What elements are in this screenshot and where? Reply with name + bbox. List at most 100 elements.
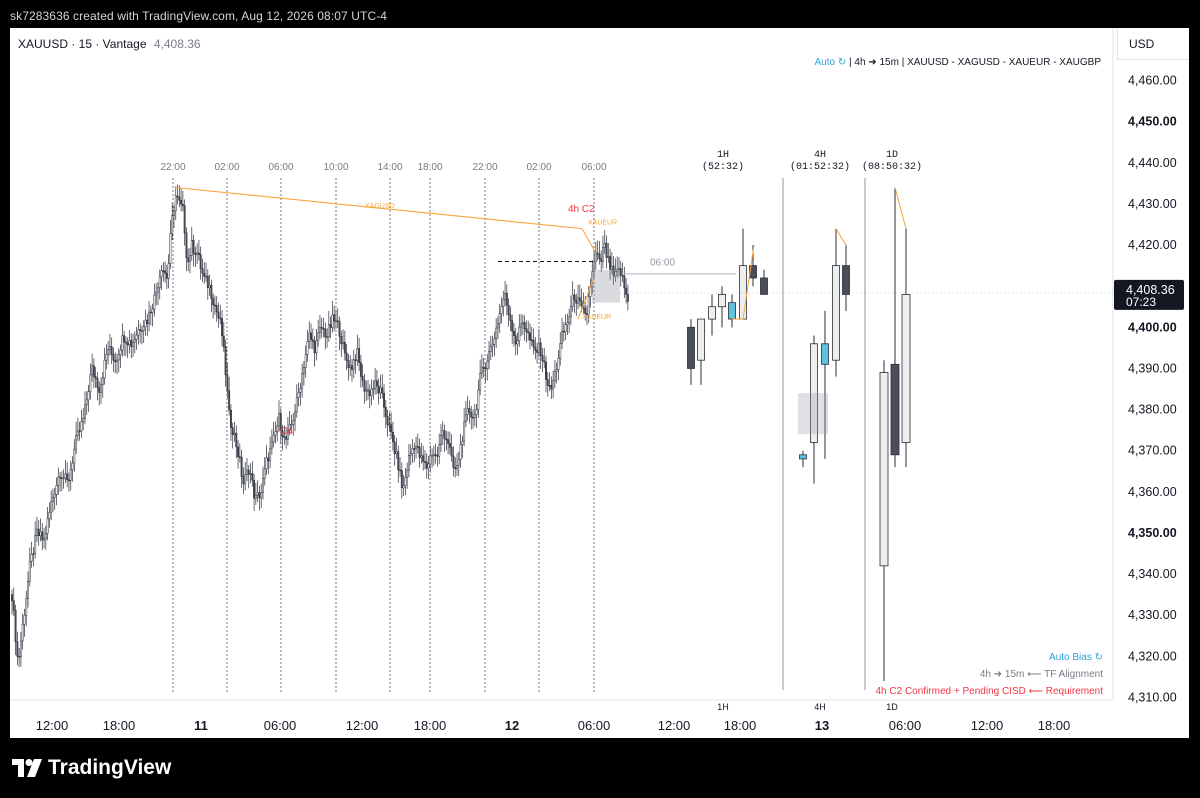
htf-title-4H: 4H	[814, 150, 826, 161]
candle-body-15m	[379, 387, 382, 394]
candle-1d-body	[879, 372, 889, 567]
candle-body-15m	[85, 399, 88, 406]
candle-body-15m	[194, 252, 197, 255]
time-tick-label: 11	[194, 718, 208, 733]
candle-body-15m	[60, 477, 63, 479]
candle-body-15m	[304, 354, 307, 368]
candle-body-15m	[37, 528, 40, 537]
auto-bias-label[interactable]: Auto Bias ↻	[1049, 652, 1103, 663]
candle-body-15m	[486, 360, 489, 370]
time-tick-label: 13	[815, 718, 829, 733]
price-chart[interactable]: 4,460.00 4,450.00 4,440.00 4,430.00 4,420.00…	[10, 28, 1189, 738]
candle-body-15m	[429, 455, 432, 465]
candle-body-15m	[297, 392, 300, 398]
candle-body-15m	[461, 440, 464, 445]
candle-body-15m	[322, 328, 325, 330]
htf-bottom-1D: 1D	[886, 702, 898, 712]
candle-body-15m	[92, 365, 95, 377]
candle-body-15m	[553, 371, 556, 381]
price-tick-label: 4,380.00	[1128, 403, 1177, 417]
candle-body-15m	[496, 323, 499, 329]
candle-body-15m	[577, 297, 579, 304]
candle-body-15m	[299, 388, 302, 393]
candle-body-15m	[457, 459, 460, 466]
auto-toggle[interactable]: Auto ↻	[814, 57, 847, 68]
candle-body-15m	[614, 271, 617, 277]
candle-body-15m	[260, 492, 263, 499]
candle-1h-body	[687, 326, 695, 369]
candle-body-15m	[281, 430, 284, 438]
candle-1h-body	[760, 277, 768, 295]
session-label: 02:00	[526, 162, 551, 173]
symbol-price: 4,408.36	[153, 37, 201, 51]
candle-body-15m	[557, 357, 560, 370]
tradingview-logo[interactable]: TradingView	[12, 756, 171, 780]
candle-body-15m	[370, 388, 373, 397]
chart-frame[interactable]: 4,460.00 4,450.00 4,440.00 4,430.00 4,420.00…	[10, 28, 1189, 738]
htf-1d-divergence-line	[894, 187, 907, 229]
candle-body-15m	[493, 338, 496, 345]
tradingview-logo-text: TradingView	[48, 756, 172, 779]
candle-body-15m	[399, 469, 401, 472]
candle-body-15m	[295, 397, 298, 413]
candle-body-15m	[504, 292, 507, 300]
candle-body-15m	[279, 413, 282, 431]
candle-body-15m	[358, 348, 361, 363]
candle-body-15m	[347, 359, 350, 369]
candle-body-15m	[340, 335, 343, 345]
candle-body-15m	[50, 501, 53, 513]
price-tick-label: 4,400.00	[1128, 320, 1177, 334]
candle-body-15m	[575, 299, 578, 304]
candle-body-15m	[27, 580, 29, 599]
candle-body-15m	[46, 518, 49, 534]
candle-body-15m	[541, 355, 544, 362]
price-tick-label: 4,390.00	[1128, 361, 1177, 375]
candle-body-15m	[14, 609, 17, 642]
candle-body-15m	[400, 470, 403, 489]
candle-body-15m	[443, 430, 446, 440]
candle-body-15m	[283, 436, 286, 438]
candle-body-15m	[139, 329, 142, 332]
candle-body-15m	[222, 335, 225, 348]
candle-body-15m	[559, 343, 562, 359]
candle-body-15m	[176, 195, 179, 198]
candle-body-15m	[315, 340, 318, 354]
candle-body-15m	[523, 322, 526, 329]
candle-body-15m	[367, 389, 369, 392]
xaueur-divergence-line	[577, 277, 595, 320]
candle-body-15m	[173, 210, 175, 216]
time-tick-label: 06:00	[578, 718, 611, 733]
candle-body-15m	[53, 493, 56, 498]
candle-body-15m	[302, 367, 305, 374]
candle-body-15m	[44, 533, 47, 539]
candle-body-15m	[610, 265, 613, 270]
time-tick-label: 06:00	[264, 718, 297, 733]
candle-body-15m	[463, 421, 466, 442]
candle-4h-body	[832, 265, 840, 361]
candle-body-15m	[224, 346, 227, 376]
candle-body-15m	[468, 408, 471, 413]
candle-body-15m	[244, 474, 247, 485]
candle-body-15m	[270, 441, 273, 449]
symbol-legend[interactable]: XAUUSD · 15 · Vantage 4,408.36	[18, 37, 201, 51]
time-tick-label: 12	[505, 718, 519, 733]
candle-body-15m	[237, 446, 240, 457]
time-tick-label: 18:00	[1038, 718, 1071, 733]
candle-body-15m	[117, 354, 120, 361]
candle-body-15m	[306, 341, 309, 355]
candle-body-15m	[23, 614, 26, 625]
price-tick-label: 4,450.00	[1128, 115, 1177, 129]
candle-body-15m	[294, 411, 296, 421]
candle-body-15m	[84, 404, 86, 419]
c2-range-box	[592, 269, 620, 303]
currency-button[interactable]: USD	[1117, 28, 1189, 60]
c4-annotation: C4	[280, 426, 293, 437]
time-tick-label: 12:00	[346, 718, 379, 733]
candle-body-15m	[532, 339, 535, 348]
candle-body-15m	[34, 534, 37, 554]
candle-1d-body	[901, 294, 911, 443]
candle-1d-body	[890, 363, 900, 456]
candle-body-15m	[153, 294, 156, 310]
htf-bottom-1H: 1H	[717, 702, 729, 712]
candle-body-15m	[87, 391, 90, 401]
